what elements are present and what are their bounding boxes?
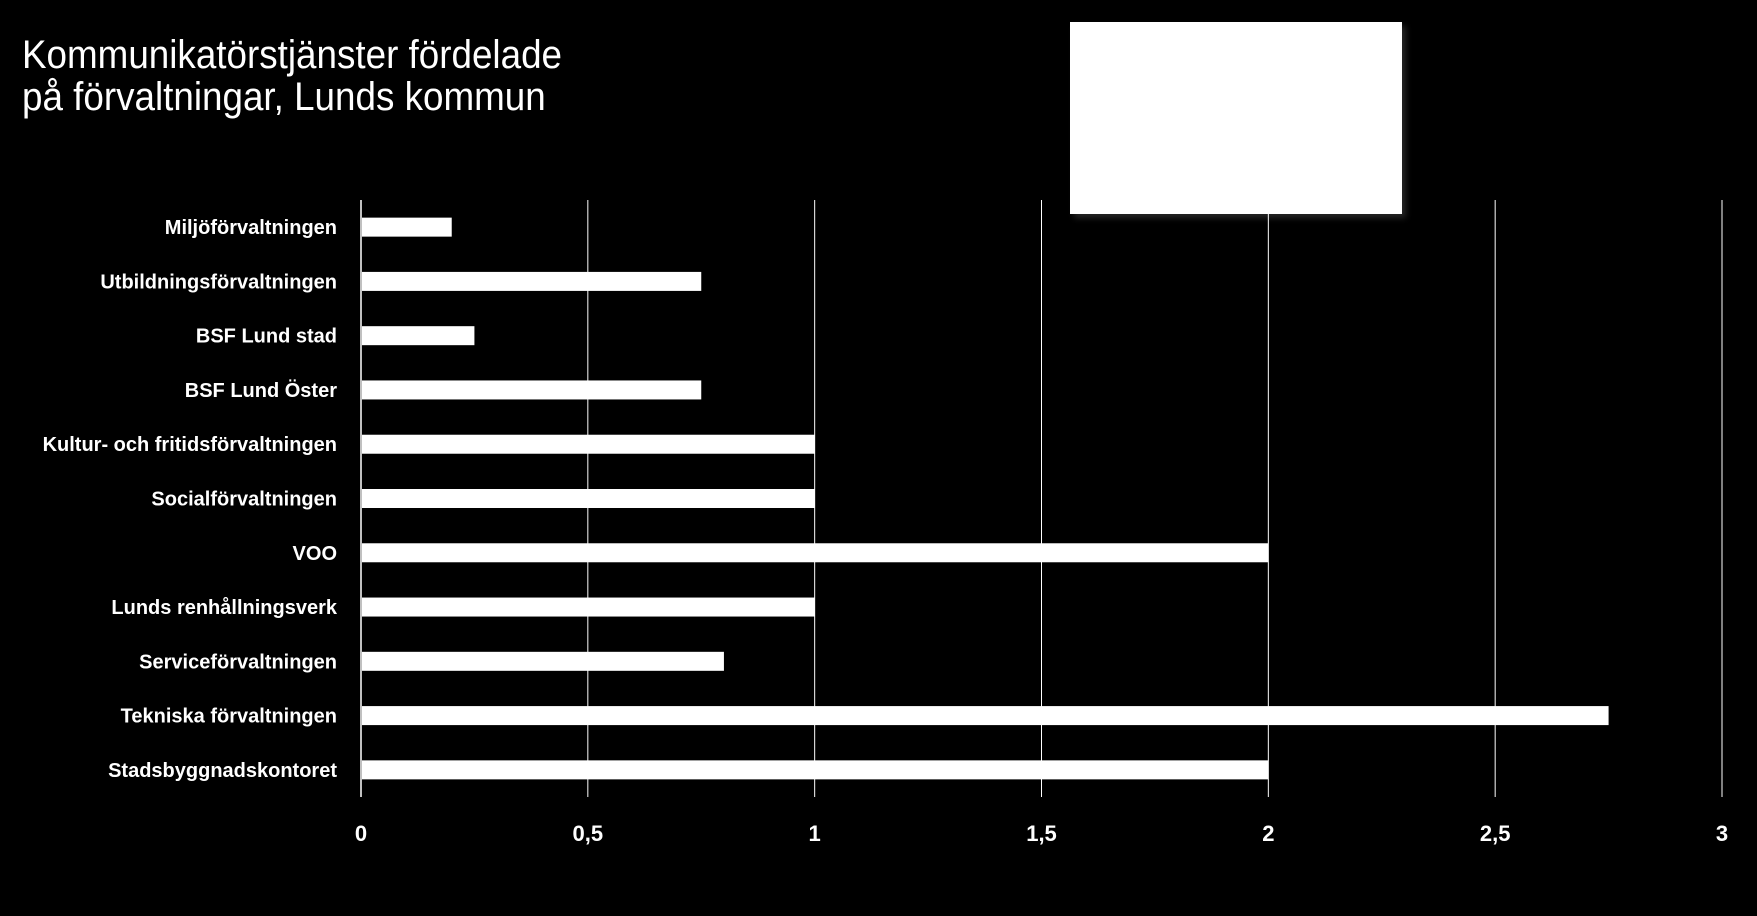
category-label: VOO	[293, 543, 337, 565]
bar	[362, 217, 452, 237]
x-tick-label: 0,5	[573, 821, 604, 846]
x-tick-label: 3	[1716, 821, 1728, 846]
x-tick-label: 1	[809, 821, 821, 846]
chart-title-line-2: på förvaltningar, Lunds kommun	[22, 75, 546, 119]
category-label: Kultur- och fritidsförvaltningen	[43, 434, 337, 456]
chart-title: Kommunikatörstjänster fördelade på förva…	[22, 34, 942, 118]
category-label: Serviceförvaltningen	[139, 651, 337, 673]
category-label: Socialförvaltningen	[151, 489, 337, 511]
bar	[362, 489, 815, 508]
x-tick-label: 2	[1262, 821, 1274, 846]
bar	[362, 760, 1269, 780]
legend-box	[1070, 22, 1402, 214]
category-label: Lunds renhållningsverk	[111, 596, 337, 619]
bar	[362, 706, 1609, 726]
bar	[362, 543, 1269, 563]
bar	[362, 326, 475, 346]
chart-title-line-1: Kommunikatörstjänster fördelade	[22, 33, 562, 77]
category-label: Utbildningsförvaltningen	[100, 271, 337, 293]
category-label: Miljöförvaltningen	[165, 217, 337, 239]
grid-lines	[360, 200, 1723, 797]
bar	[362, 434, 815, 454]
category-label: Stadsbyggnadskontoret	[108, 760, 337, 782]
bar	[362, 380, 702, 400]
x-tick-label: 0	[355, 821, 367, 846]
x-tick-labels: 0 0,5 1 1,5 2 2,5 3	[355, 821, 1728, 846]
bar	[362, 597, 815, 617]
category-label: BSF Lund Öster	[185, 379, 337, 402]
category-label: BSF Lund stad	[196, 326, 337, 348]
x-tick-label: 1,5	[1026, 821, 1057, 846]
category-label: Tekniska förvaltningen	[121, 706, 337, 728]
x-tick-label: 2,5	[1480, 821, 1511, 846]
bars	[362, 217, 1609, 780]
bar	[362, 651, 724, 671]
bar	[362, 271, 702, 291]
category-labels: Miljöförvaltningen Utbildningsförvaltning…	[43, 217, 338, 782]
